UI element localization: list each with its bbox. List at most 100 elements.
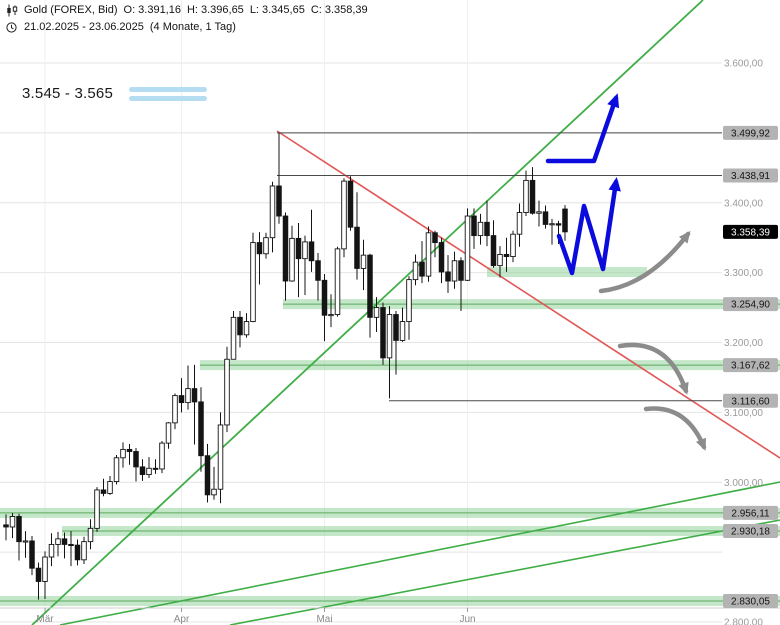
y-axis-label: 3.200,00	[724, 338, 763, 349]
candle-body	[22, 540, 29, 543]
target-line-lower	[129, 95, 208, 101]
current-price-tag-label: 3.358,39	[731, 227, 770, 238]
low-value: L: 3.345,65	[250, 4, 305, 16]
gray-arrowhead	[678, 381, 689, 395]
candle-body	[68, 543, 74, 546]
candle-body	[107, 481, 113, 494]
downtrend-line-red	[276, 130, 780, 459]
candle-body	[302, 241, 308, 260]
high-value: H: 3.396,65	[187, 4, 244, 16]
month-label: Mär	[36, 614, 54, 625]
y-axis-label: 2.800,00	[724, 618, 763, 625]
candle-body	[295, 237, 302, 260]
candle-body	[542, 211, 549, 225]
candle-body	[16, 516, 22, 543]
y-axis-label: 3.000,00	[724, 478, 763, 489]
clock-icon	[5, 21, 18, 33]
instrument-name: Gold (FOREX, Bid)	[24, 4, 118, 16]
y-axis-label: 3.400,00	[724, 198, 763, 209]
candles-group	[3, 132, 568, 600]
blue-arrow	[545, 95, 619, 164]
gray-arrowhead	[695, 437, 706, 451]
uptrend-line-mid	[59, 481, 780, 625]
candle-body	[497, 254, 503, 267]
price-tag	[723, 505, 778, 520]
candle-body	[523, 179, 529, 213]
price-tag	[723, 168, 778, 183]
blue-arrowhead	[608, 177, 621, 192]
price-tag-label: 3.167,62	[731, 361, 770, 372]
month-label: Apr	[174, 614, 190, 625]
candle-body	[432, 232, 438, 244]
candle-body	[198, 401, 204, 457]
current-price-tag	[723, 224, 778, 239]
candle-body	[42, 556, 48, 582]
candle-body	[185, 388, 191, 404]
candle-body	[217, 424, 224, 490]
candle-body	[315, 260, 321, 281]
candle-body	[152, 467, 159, 470]
candle-body	[386, 314, 393, 359]
candle-body	[172, 395, 178, 424]
open-label: O:	[123, 4, 136, 16]
candle-body	[549, 223, 555, 226]
chart-header: Gold (FOREX, Bid) O: 3.391,16 H: 3.396,6…	[5, 3, 368, 34]
gray-arrow	[617, 342, 689, 394]
candlestick-chart-icon	[5, 4, 18, 17]
candle-body	[204, 455, 211, 496]
candle-body	[334, 248, 341, 315]
candle-body	[3, 524, 9, 528]
price-tag-label: 2.930,18	[731, 527, 770, 538]
candle-body	[87, 527, 94, 543]
candle-body	[9, 516, 16, 528]
candle-body	[230, 316, 237, 360]
instrument-header-row: Gold (FOREX, Bid) O: 3.391,16 H: 3.396,6…	[5, 3, 368, 17]
candle-body	[211, 488, 217, 496]
month-label: Jun	[459, 614, 475, 625]
price-tag-label: 2.956,11	[731, 508, 770, 519]
candle-body	[191, 388, 198, 403]
price-tag-label: 3.438,91	[731, 171, 770, 182]
candle-body	[120, 448, 126, 459]
period-header-row: 21.02.2025 - 23.06.2025 (4 Monate, 1 Tag…	[5, 20, 368, 34]
candle-body	[471, 215, 477, 237]
price-target-text: 3.545 - 3.565	[22, 85, 114, 102]
candle-body	[555, 223, 562, 226]
candle-body	[354, 226, 360, 269]
candle-body	[445, 271, 451, 282]
gray-arrow	[598, 231, 691, 294]
candle-body	[35, 567, 42, 582]
candle-body	[503, 254, 510, 258]
candle-body	[48, 543, 55, 558]
candle-body	[360, 254, 367, 269]
low-number: 3.345,65	[262, 4, 305, 16]
price-target-annotation: 3.545 - 3.565	[22, 85, 208, 102]
candle-body	[282, 215, 289, 282]
gray-arrowhead	[678, 230, 691, 244]
candle-body	[81, 541, 87, 561]
candle-body	[536, 211, 542, 214]
price-tag	[723, 524, 778, 539]
candle-body	[165, 422, 172, 444]
candle-body	[380, 307, 386, 359]
blue-arrow	[556, 179, 619, 276]
candle-body	[373, 307, 380, 318]
candle-body	[529, 179, 536, 214]
price-tag	[723, 393, 778, 408]
target-line-upper	[129, 86, 208, 92]
price-tag-label: 3.254,90	[731, 300, 770, 311]
y-axis-label: 3.100,00	[724, 408, 763, 419]
candle-body	[243, 321, 250, 336]
candle-body	[159, 442, 165, 470]
candle-body	[458, 260, 464, 281]
blue-arrowhead	[607, 93, 620, 109]
candle-body	[133, 451, 139, 468]
candle-body	[490, 235, 497, 267]
price-tag-label: 2.830,05	[731, 597, 770, 608]
month-label: Mai	[316, 614, 332, 625]
close-number: 3.358,39	[324, 4, 368, 16]
candle-body	[289, 237, 295, 282]
candle-body	[61, 538, 68, 545]
